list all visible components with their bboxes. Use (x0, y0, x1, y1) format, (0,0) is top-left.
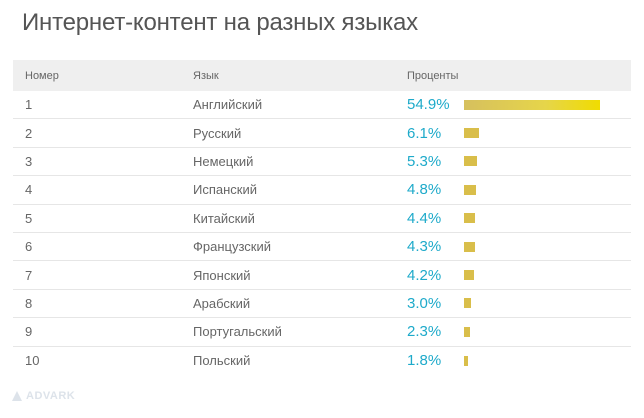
row-language: Японский (193, 267, 251, 283)
bar-track (464, 270, 600, 281)
row-rank: 6 (25, 239, 33, 255)
advark-watermark: ADVARK (11, 390, 75, 402)
row-language: Польский (193, 353, 251, 369)
bar-track (464, 156, 600, 167)
bar (464, 355, 468, 366)
value-label: 4.8% (407, 181, 442, 199)
bar (464, 128, 479, 139)
row-rank: 1 (25, 97, 33, 113)
row-percent-cell: 4.3% (407, 238, 631, 255)
row-rank: 7 (25, 267, 33, 283)
bar (464, 270, 474, 281)
bar (464, 213, 475, 224)
row-language: Португальский (193, 324, 282, 340)
row-percent-cell: 2.3% (407, 323, 631, 340)
row-language: Арабский (193, 295, 251, 311)
row-language: Испанский (193, 182, 258, 198)
value-label: 5.3% (407, 152, 442, 170)
bar (464, 241, 475, 252)
bar-track (464, 298, 600, 309)
row-rank: 8 (25, 295, 33, 311)
value-label: 6.1% (407, 124, 442, 142)
value-label: 3.0% (407, 294, 442, 312)
value-label: 1.8% (407, 352, 442, 370)
bar (464, 184, 476, 195)
watermark-text: ADVARK (26, 390, 76, 402)
row-rank: 2 (25, 125, 33, 141)
header-number: Номер (25, 69, 59, 82)
table-row: 6 Французский 4.3% (13, 233, 631, 262)
table-header: Номер Язык Проценты (13, 60, 631, 91)
table-row: 2 Русский 6.1% (13, 119, 631, 148)
table-row: 7 Японский 4.2% (13, 261, 631, 290)
table-row: 8 Арабский 3.0% (13, 290, 631, 319)
bar-track (464, 99, 600, 110)
table-body: 1 Английский 54.9% 2 Русский 6.1% 3 Немецкий 5.3… (13, 91, 631, 375)
table-row: 10 Польский 1.8% (13, 347, 631, 375)
bar (464, 298, 471, 309)
bar (464, 326, 470, 337)
value-label: 2.3% (407, 323, 442, 341)
row-rank: 5 (25, 210, 33, 226)
header-percent: Проценты (407, 69, 459, 82)
row-language: Китайский (193, 210, 255, 226)
row-language: Русский (193, 125, 242, 141)
row-percent-cell: 6.1% (407, 125, 631, 142)
language-table: Номер Язык Проценты 1 Английский 54.9% 2 Рус… (13, 60, 631, 375)
row-percent-cell: 1.8% (407, 352, 631, 369)
advark-logo-icon (12, 391, 22, 401)
row-percent-cell: 4.8% (407, 181, 631, 198)
row-rank: 9 (25, 324, 33, 340)
bar-track (464, 355, 600, 366)
value-label: 4.3% (407, 238, 442, 256)
table-row: 4 Испанский 4.8% (13, 176, 631, 205)
bar (464, 156, 477, 167)
bar-track (464, 241, 600, 252)
table-row: 9 Португальский 2.3% (13, 318, 631, 347)
table-row: 5 Китайский 4.4% (13, 205, 631, 233)
row-rank: 10 (25, 353, 40, 369)
value-label: 4.2% (407, 266, 442, 284)
row-percent-cell: 3.0% (407, 295, 631, 312)
bar-track (464, 326, 600, 337)
value-label: 4.4% (407, 209, 442, 227)
header-language: Язык (193, 69, 219, 82)
row-percent-cell: 54.9% (407, 96, 631, 113)
row-percent-cell: 4.4% (407, 210, 631, 227)
row-percent-cell: 4.2% (407, 267, 631, 284)
bar (464, 99, 600, 110)
row-language: Английский (193, 97, 263, 113)
row-language: Немецкий (193, 153, 254, 169)
table-row: 3 Немецкий 5.3% (13, 148, 631, 177)
row-language: Французский (193, 239, 271, 255)
table-row: 1 Английский 54.9% (13, 91, 631, 120)
value-label: 54.9% (407, 96, 450, 114)
row-percent-cell: 5.3% (407, 153, 631, 170)
bar-track (464, 128, 600, 139)
row-rank: 3 (25, 153, 33, 169)
chart-title: Интернет-контент на разных языках (22, 9, 418, 36)
bar-track (464, 213, 600, 224)
bar-track (464, 184, 600, 195)
row-rank: 4 (25, 182, 33, 198)
